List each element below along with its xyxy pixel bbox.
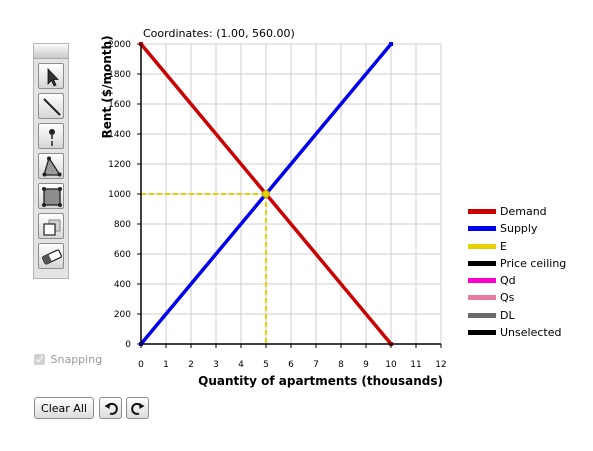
y-tick-label: 1600: [108, 100, 131, 110]
y-tick-label: 1400: [108, 130, 131, 140]
line-icon: [43, 98, 61, 116]
legend-label: Qd: [500, 274, 516, 288]
equilibrium-point[interactable]: [262, 190, 270, 198]
legend-label: E: [500, 239, 507, 253]
x-tick-label: 9: [363, 360, 369, 370]
legend-item-qd[interactable]: Qd: [468, 273, 578, 290]
legend-swatch: [468, 295, 496, 301]
x-tick-label: 7: [313, 360, 319, 370]
polygon-tool-button[interactable]: [38, 183, 64, 209]
toolbox-drag-handle[interactable]: [34, 44, 68, 59]
x-tick-label: 8: [338, 360, 344, 370]
x-tick-label: 4: [238, 360, 244, 370]
legend-item-e[interactable]: E: [468, 239, 578, 256]
legend-label: Unselected: [500, 326, 562, 340]
layer-tool-button[interactable]: [38, 213, 64, 239]
y-tick-label: 400: [114, 280, 131, 290]
legend-item-demand[interactable]: Demand: [468, 204, 578, 221]
redo-button[interactable]: [126, 397, 149, 419]
legend-swatch: [468, 209, 496, 214]
y-tick-label: 0: [125, 340, 131, 350]
y-axis-label: Rent ($/month): [100, 35, 114, 138]
legend-label: Demand: [500, 205, 547, 218]
x-tick-label: 1: [163, 360, 169, 370]
snapping-checkbox[interactable]: [34, 354, 45, 365]
legend-label: Qs: [500, 291, 515, 305]
legend-label: DL: [500, 308, 515, 322]
point-pin-icon: [49, 129, 55, 146]
legend-label: Supply: [500, 222, 538, 236]
y-tick-label: 200: [114, 310, 131, 320]
legend-item-supply[interactable]: Supply: [468, 221, 578, 238]
x-tick-label: 5: [263, 360, 269, 370]
drawing-toolbox: [33, 43, 69, 279]
undo-arrow-icon: [104, 402, 118, 415]
legend-swatch: [468, 312, 496, 318]
x-tick-label: 10: [385, 360, 397, 370]
y-tick-label: 1000: [108, 190, 131, 200]
eraser-icon: [42, 249, 62, 265]
graph-legend: Demand Supply E Price ceiling Qd Qs DL U…: [468, 204, 578, 342]
legend-swatch: [468, 260, 496, 266]
coordinates-readout: Coordinates: (1.00, 560.00): [143, 27, 295, 40]
snapping-label: Snapping: [50, 353, 103, 366]
y-tick-label: 1200: [108, 160, 131, 170]
x-tick-label: 3: [213, 360, 219, 370]
y-tick-label: 1800: [108, 70, 131, 80]
clear-all-button[interactable]: Clear All: [34, 397, 94, 419]
x-tick-label: 2: [188, 360, 194, 370]
legend-item-qs[interactable]: Qs: [468, 290, 578, 307]
line-tool-button[interactable]: [38, 93, 64, 119]
legend-item-unselected[interactable]: Unselected: [468, 325, 578, 342]
arrow-cursor-icon: [47, 68, 59, 87]
snapping-toggle[interactable]: Snapping: [34, 353, 102, 366]
x-tick-label: 11: [410, 360, 421, 370]
legend-item-dl[interactable]: DL: [468, 308, 578, 325]
redo-arrow-icon: [131, 402, 145, 415]
x-tick-label: 12: [435, 360, 446, 370]
x-axis-label: Quantity of apartments (thousands): [198, 374, 443, 388]
eraser-tool-button[interactable]: [38, 243, 64, 269]
undo-button[interactable]: [99, 397, 122, 419]
square-polygon-icon: [42, 187, 62, 207]
point-tool-button[interactable]: [38, 123, 64, 149]
triangle-tool-button[interactable]: [38, 153, 64, 179]
y-tick-label: 800: [114, 220, 131, 230]
x-tick-label: 0: [138, 360, 144, 370]
legend-item-price-ceiling[interactable]: Price ceiling: [468, 256, 578, 273]
legend-swatch: [468, 330, 496, 336]
y-tick-label: 2000: [108, 40, 131, 50]
legend-swatch: [468, 226, 496, 232]
select-tool-button[interactable]: [38, 63, 64, 89]
supply-endpoint[interactable]: [389, 42, 393, 46]
triangle-icon: [42, 156, 62, 177]
y-tick-label: 600: [114, 250, 131, 260]
legend-label: Price ceiling: [500, 256, 567, 270]
x-tick-label: 6: [288, 360, 294, 370]
legend-swatch: [468, 278, 496, 284]
stacked-squares-icon: [43, 219, 61, 236]
legend-swatch: [468, 243, 496, 249]
